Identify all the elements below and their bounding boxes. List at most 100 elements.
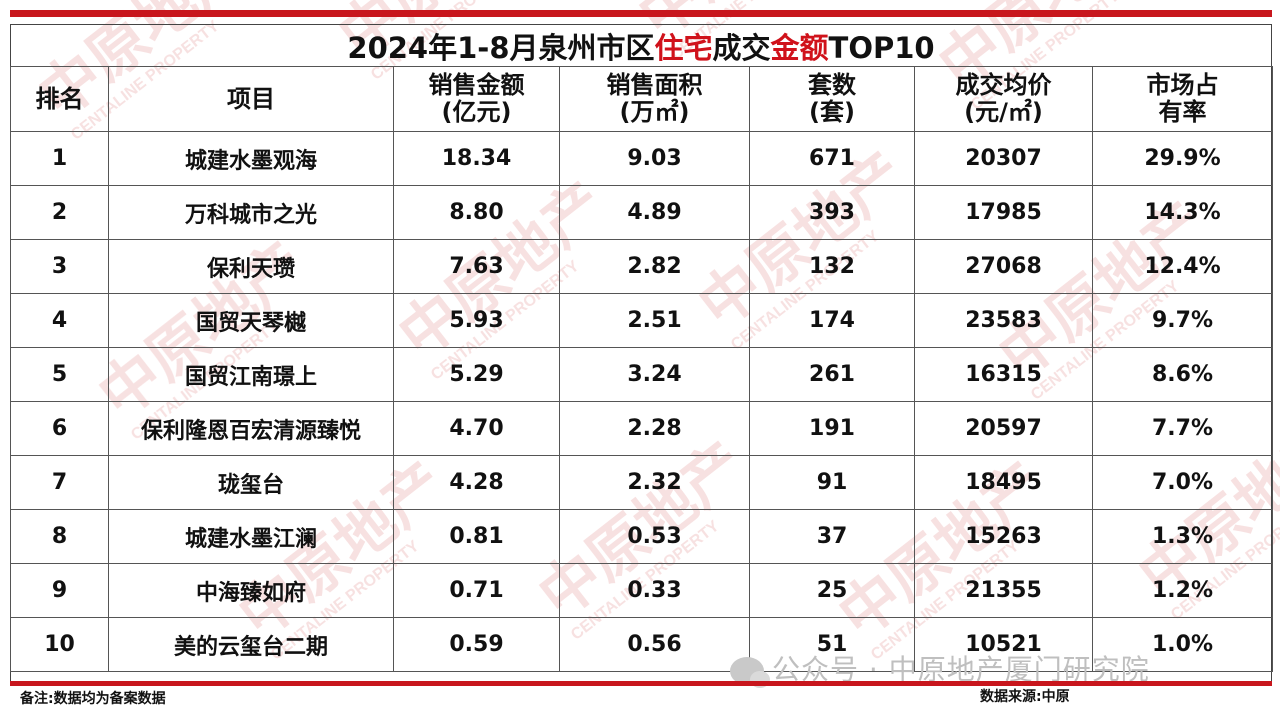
project-cell: 国贸江南璟上 xyxy=(108,347,394,402)
column-header-line-2: (套) xyxy=(809,98,855,126)
share-cell: 9.7% xyxy=(1092,293,1273,348)
project-cell: 珑玺台 xyxy=(108,455,394,510)
project-cell: 中海臻如府 xyxy=(108,563,394,618)
column-header-line-1: 销售面积 xyxy=(606,71,703,99)
amount-cell: 5.29 xyxy=(393,347,560,402)
title-part-4: 金额 xyxy=(770,31,829,65)
column-header-line-1: 项目 xyxy=(227,84,275,113)
rank-cell: 10 xyxy=(10,617,109,672)
price-cell: 10521 xyxy=(914,617,1093,672)
share-cell: 8.6% xyxy=(1092,347,1273,402)
amount-cell: 4.28 xyxy=(393,455,560,510)
column-header-line-2: 有率 xyxy=(1158,98,1207,126)
column-header-line-2: (元/㎡) xyxy=(964,98,1043,126)
price-cell: 18495 xyxy=(914,455,1093,510)
table-row: 6 保利隆恩百宏清源臻悦 4.70 2.28 191 20597 7.7% xyxy=(10,401,1273,456)
project-cell: 万科城市之光 xyxy=(108,185,394,240)
amount-cell: 8.80 xyxy=(393,185,560,240)
amount-cell: 7.63 xyxy=(393,239,560,294)
rank-cell: 6 xyxy=(10,401,109,456)
footer-note: 备注:数据均为备案数据 xyxy=(20,691,166,707)
table-header-row: 排名 项目 销售金额 (亿元) 销售面积 (万㎡) 套数 (套) 成交均价 (元/㎡) 市场占 有率 xyxy=(10,66,1273,132)
table-row: 1 城建水墨观海 18.34 9.03 671 20307 29.9% xyxy=(10,131,1273,186)
wechat-watermark-text: 公众号 · 中原地产厦门研究院 xyxy=(772,653,1150,686)
title-part-2: 住宅 xyxy=(654,31,713,65)
table-row: 2 万科城市之光 8.80 4.89 393 17985 14.3% xyxy=(10,185,1273,240)
project-cell: 城建水墨江澜 xyxy=(108,509,394,564)
column-header-line-1: 成交均价 xyxy=(955,71,1052,99)
column-header-line-2: (亿元) xyxy=(441,98,512,126)
units-cell: 174 xyxy=(749,293,915,348)
amount-cell: 18.34 xyxy=(393,131,560,186)
price-cell: 15263 xyxy=(914,509,1093,564)
area-cell: 0.33 xyxy=(559,563,750,618)
column-header-line-1: 市场占 xyxy=(1146,71,1219,99)
project-cell: 美的云玺台二期 xyxy=(108,617,394,672)
area-cell: 2.51 xyxy=(559,293,750,348)
price-cell: 23583 xyxy=(914,293,1093,348)
column-header: 排名 xyxy=(10,66,109,132)
price-cell: 20597 xyxy=(914,401,1093,456)
units-cell: 191 xyxy=(749,401,915,456)
share-cell: 14.3% xyxy=(1092,185,1273,240)
area-cell: 2.32 xyxy=(559,455,750,510)
table-row: 10 美的云玺台二期 0.59 0.56 51 10521 1.0% xyxy=(10,617,1273,672)
area-cell: 2.28 xyxy=(559,401,750,456)
share-cell: 29.9% xyxy=(1092,131,1273,186)
rank-cell: 1 xyxy=(10,131,109,186)
units-cell: 132 xyxy=(749,239,915,294)
table-row: 3 保利天瓒 7.63 2.82 132 27068 12.4% xyxy=(10,239,1273,294)
table-row: 4 国贸天琴樾 5.93 2.51 174 23583 9.7% xyxy=(10,293,1273,348)
footer-accent-bar xyxy=(10,681,1272,686)
project-cell: 保利隆恩百宏清源臻悦 xyxy=(108,401,394,456)
area-cell: 2.82 xyxy=(559,239,750,294)
table-row: 5 国贸江南璟上 5.29 3.24 261 16315 8.6% xyxy=(10,347,1273,402)
share-cell: 7.0% xyxy=(1092,455,1273,510)
area-cell: 3.24 xyxy=(559,347,750,402)
column-header: 销售面积 (万㎡) xyxy=(559,66,750,132)
column-header: 成交均价 (元/㎡) xyxy=(914,66,1093,132)
column-header: 套数 (套) xyxy=(749,66,915,132)
top-accent-bar xyxy=(10,10,1272,17)
share-cell: 7.7% xyxy=(1092,401,1273,456)
amount-cell: 5.93 xyxy=(393,293,560,348)
amount-cell: 0.71 xyxy=(393,563,560,618)
rank-cell: 8 xyxy=(10,509,109,564)
title-part-1: 2024年1-8月泉州市区 xyxy=(347,31,655,65)
title-part-3: 成交 xyxy=(712,31,771,65)
price-cell: 20307 xyxy=(914,131,1093,186)
rank-cell: 4 xyxy=(10,293,109,348)
table-row: 8 城建水墨江澜 0.81 0.53 37 15263 1.3% xyxy=(10,509,1273,564)
units-cell: 671 xyxy=(749,131,915,186)
share-cell: 1.2% xyxy=(1092,563,1273,618)
share-cell: 12.4% xyxy=(1092,239,1273,294)
column-header-line-2: (万㎡) xyxy=(619,98,690,126)
price-cell: 16315 xyxy=(914,347,1093,402)
units-cell: 37 xyxy=(749,509,915,564)
price-cell: 21355 xyxy=(914,563,1093,618)
rank-cell: 5 xyxy=(10,347,109,402)
rank-cell: 9 xyxy=(10,563,109,618)
column-header: 市场占 有率 xyxy=(1092,66,1273,132)
share-cell: 1.0% xyxy=(1092,617,1273,672)
column-header: 销售金额 (亿元) xyxy=(393,66,560,132)
footer-source: 数据来源:中原 xyxy=(980,689,1070,705)
rank-cell: 7 xyxy=(10,455,109,510)
title-part-5: TOP10 xyxy=(828,31,935,65)
area-cell: 0.53 xyxy=(559,509,750,564)
area-cell: 4.89 xyxy=(559,185,750,240)
area-cell: 9.03 xyxy=(559,131,750,186)
page-title: 2024年1-8月泉州市区住宅成交金额TOP10 xyxy=(10,26,1272,70)
column-header: 项目 xyxy=(108,66,394,132)
amount-cell: 0.81 xyxy=(393,509,560,564)
price-cell: 17985 xyxy=(914,185,1093,240)
rank-cell: 3 xyxy=(10,239,109,294)
column-header-line-1: 排名 xyxy=(35,84,84,113)
price-cell: 27068 xyxy=(914,239,1093,294)
table-body: 1 城建水墨观海 18.34 9.03 671 20307 29.9% 2 万科城市之光 8.80… xyxy=(10,131,1273,672)
amount-cell: 4.70 xyxy=(393,401,560,456)
column-header-line-1: 销售金额 xyxy=(428,71,525,99)
amount-cell: 0.59 xyxy=(393,617,560,672)
project-cell: 城建水墨观海 xyxy=(108,131,394,186)
project-cell: 保利天瓒 xyxy=(108,239,394,294)
